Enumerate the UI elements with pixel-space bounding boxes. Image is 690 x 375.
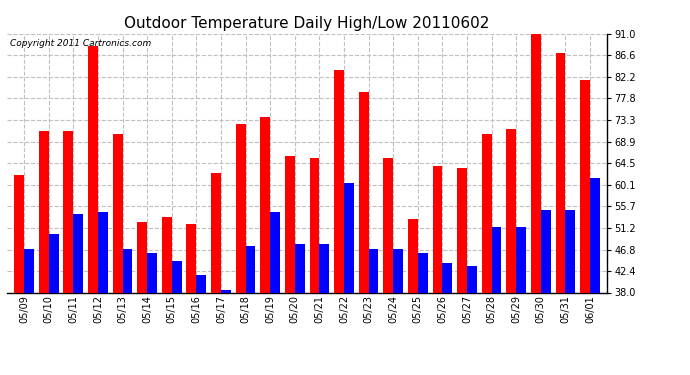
Bar [531, 34, 541, 375]
Bar [491, 226, 502, 375]
Bar [172, 261, 181, 375]
Bar [295, 244, 304, 375]
Bar [236, 124, 246, 375]
Bar [506, 129, 516, 375]
Bar [260, 117, 270, 375]
Bar [344, 183, 354, 375]
Bar [147, 254, 157, 375]
Bar [112, 134, 123, 375]
Title: Outdoor Temperature Daily High/Low 20110602: Outdoor Temperature Daily High/Low 20110… [124, 16, 490, 31]
Bar [384, 158, 393, 375]
Bar [310, 158, 319, 375]
Bar [14, 176, 24, 375]
Bar [246, 246, 255, 375]
Bar [137, 222, 147, 375]
Bar [433, 166, 442, 375]
Bar [516, 226, 526, 375]
Bar [467, 266, 477, 375]
Bar [393, 249, 403, 375]
Bar [270, 212, 280, 375]
Bar [359, 92, 368, 375]
Bar [123, 249, 132, 375]
Bar [590, 178, 600, 375]
Bar [541, 210, 551, 375]
Bar [319, 244, 329, 375]
Bar [334, 70, 344, 375]
Bar [285, 156, 295, 375]
Bar [49, 234, 59, 375]
Bar [24, 249, 34, 375]
Bar [368, 249, 378, 375]
Bar [88, 46, 98, 375]
Bar [162, 217, 172, 375]
Bar [73, 214, 83, 375]
Bar [98, 212, 108, 375]
Bar [417, 254, 428, 375]
Bar [211, 173, 221, 375]
Bar [221, 290, 230, 375]
Bar [555, 53, 565, 375]
Text: Copyright 2011 Cartronics.com: Copyright 2011 Cartronics.com [10, 39, 151, 48]
Bar [197, 275, 206, 375]
Bar [457, 168, 467, 375]
Bar [63, 131, 73, 375]
Bar [482, 134, 491, 375]
Bar [39, 131, 49, 375]
Bar [442, 263, 452, 375]
Bar [408, 219, 417, 375]
Bar [580, 80, 590, 375]
Bar [186, 224, 197, 375]
Bar [565, 210, 575, 375]
